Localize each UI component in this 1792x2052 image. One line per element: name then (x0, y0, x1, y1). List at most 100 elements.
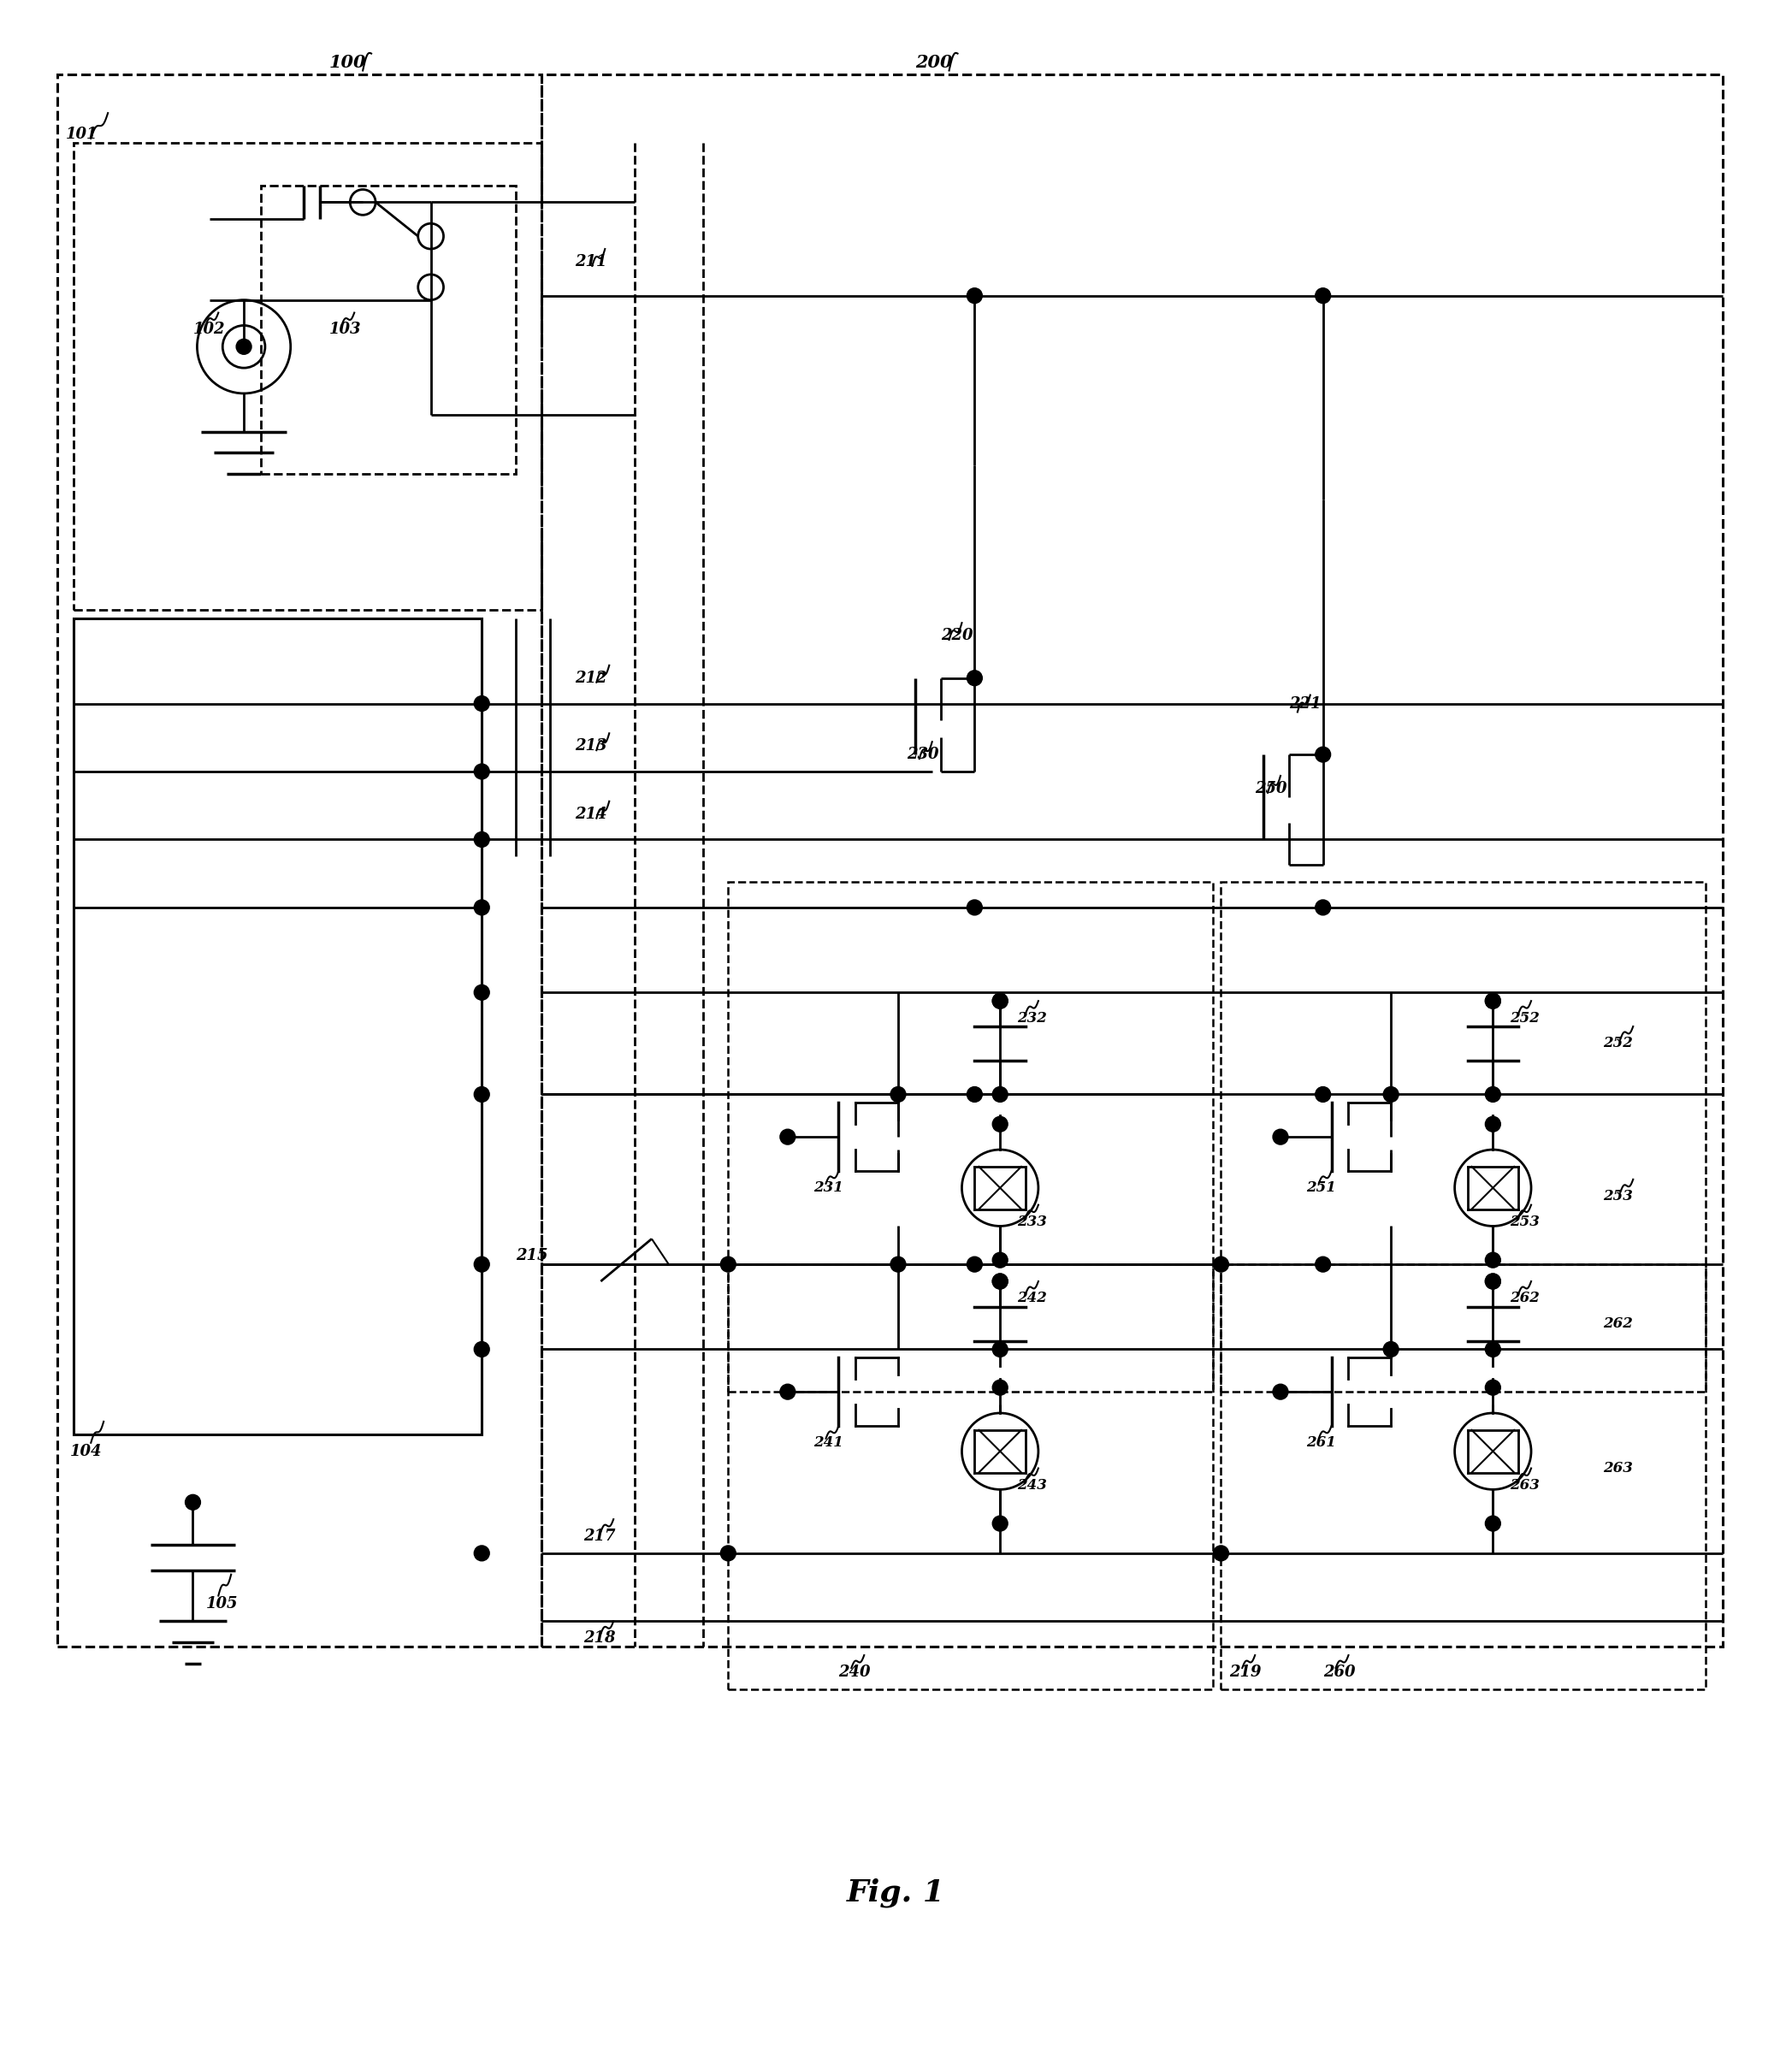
Text: 262: 262 (1604, 1317, 1633, 1332)
Text: 212: 212 (575, 671, 607, 685)
Text: 101: 101 (66, 127, 97, 142)
Circle shape (1272, 1129, 1288, 1145)
Text: 261: 261 (1306, 1436, 1335, 1451)
Text: 253: 253 (1511, 1215, 1539, 1229)
Circle shape (968, 287, 982, 304)
Text: 243: 243 (1018, 1477, 1047, 1492)
Circle shape (993, 1379, 1007, 1395)
Circle shape (475, 763, 489, 780)
Circle shape (1315, 747, 1331, 761)
Text: 211: 211 (575, 254, 607, 269)
Text: Fig. 1: Fig. 1 (848, 1878, 944, 1908)
Text: 104: 104 (70, 1443, 102, 1459)
Circle shape (1486, 1274, 1500, 1289)
Bar (728, 882, 1213, 1391)
Circle shape (1486, 1116, 1500, 1133)
Circle shape (1383, 1342, 1398, 1356)
Text: 200: 200 (916, 53, 952, 70)
Circle shape (993, 993, 1007, 1010)
Text: 232: 232 (1018, 1012, 1047, 1026)
Circle shape (1486, 1516, 1500, 1531)
Circle shape (1315, 901, 1331, 915)
Text: 103: 103 (328, 322, 360, 337)
Text: 253: 253 (1604, 1188, 1633, 1205)
Circle shape (968, 671, 982, 685)
Circle shape (1486, 1088, 1500, 1102)
Circle shape (993, 1342, 1007, 1356)
Circle shape (993, 1274, 1007, 1289)
Text: 263: 263 (1511, 1477, 1539, 1492)
Text: 242: 242 (1018, 1291, 1047, 1305)
Text: 214: 214 (575, 806, 607, 821)
Circle shape (475, 1545, 489, 1562)
Circle shape (1213, 1256, 1229, 1272)
Text: 230: 230 (907, 747, 939, 761)
Text: 221: 221 (1288, 696, 1321, 712)
Text: 220: 220 (941, 628, 973, 642)
Text: 252: 252 (1511, 1012, 1539, 1026)
Circle shape (993, 1274, 1007, 1289)
Text: 213: 213 (575, 739, 607, 753)
Bar (73, 144, 541, 609)
Circle shape (475, 901, 489, 915)
Circle shape (891, 1256, 905, 1272)
Circle shape (1315, 1088, 1331, 1102)
Circle shape (1486, 1252, 1500, 1268)
Text: 260: 260 (1322, 1664, 1355, 1681)
Circle shape (720, 1545, 737, 1562)
Circle shape (1486, 1379, 1500, 1395)
Circle shape (1486, 1342, 1500, 1356)
Circle shape (185, 1494, 201, 1510)
Text: 105: 105 (206, 1596, 238, 1613)
Circle shape (780, 1385, 796, 1399)
Circle shape (1315, 287, 1331, 304)
Text: 251: 251 (1306, 1180, 1335, 1194)
Circle shape (968, 1088, 982, 1102)
Circle shape (891, 1088, 905, 1102)
Text: 219: 219 (1229, 1664, 1262, 1681)
Circle shape (1213, 1545, 1229, 1562)
Circle shape (968, 1256, 982, 1272)
Bar (262, 185, 516, 474)
Text: 250: 250 (1254, 782, 1287, 796)
Circle shape (780, 1129, 796, 1145)
Circle shape (993, 993, 1007, 1010)
Text: 231: 231 (814, 1180, 842, 1194)
Circle shape (1315, 1256, 1331, 1272)
Text: 218: 218 (584, 1631, 616, 1646)
Circle shape (237, 339, 251, 355)
Circle shape (993, 1088, 1007, 1102)
Text: 252: 252 (1604, 1036, 1633, 1051)
Circle shape (720, 1256, 737, 1272)
Circle shape (475, 1088, 489, 1102)
Circle shape (993, 1516, 1007, 1531)
Text: 263: 263 (1604, 1461, 1633, 1475)
Bar (728, 1264, 1213, 1689)
Bar (57, 74, 541, 1646)
Text: 100: 100 (328, 53, 366, 70)
Bar (1220, 1264, 1706, 1689)
Circle shape (993, 1252, 1007, 1268)
Text: 241: 241 (814, 1436, 842, 1451)
Bar (1220, 882, 1706, 1391)
Text: 217: 217 (584, 1529, 616, 1543)
Circle shape (1486, 1274, 1500, 1289)
Circle shape (475, 985, 489, 999)
Circle shape (1383, 1088, 1398, 1102)
Bar (73, 618, 482, 1434)
Text: 215: 215 (516, 1248, 548, 1264)
Circle shape (475, 831, 489, 847)
Circle shape (475, 1342, 489, 1356)
Text: 102: 102 (194, 322, 226, 337)
Circle shape (968, 901, 982, 915)
Circle shape (475, 696, 489, 712)
Circle shape (475, 1256, 489, 1272)
Circle shape (993, 1116, 1007, 1133)
Text: 240: 240 (839, 1664, 871, 1681)
Bar (541, 74, 1722, 1646)
Text: 262: 262 (1511, 1291, 1539, 1305)
Circle shape (1486, 993, 1500, 1010)
Circle shape (1486, 993, 1500, 1010)
Circle shape (1272, 1385, 1288, 1399)
Text: 233: 233 (1018, 1215, 1047, 1229)
